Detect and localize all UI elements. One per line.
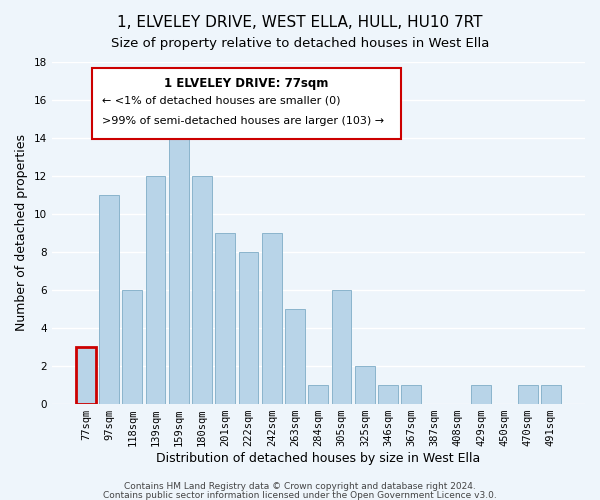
Bar (99, 194, 119, 404)
Bar (262, 233, 282, 404)
Bar (471, 385, 491, 404)
Text: Contains public sector information licensed under the Open Government Licence v3: Contains public sector information licen… (103, 490, 497, 500)
Y-axis label: Number of detached properties: Number of detached properties (15, 134, 28, 332)
Bar (192, 176, 212, 404)
Bar (541, 385, 561, 404)
Text: Size of property relative to detached houses in West Ella: Size of property relative to detached ho… (111, 38, 489, 51)
Bar (285, 309, 305, 404)
Bar (146, 176, 166, 404)
Bar (169, 118, 188, 404)
Text: Contains HM Land Registry data © Crown copyright and database right 2024.: Contains HM Land Registry data © Crown c… (124, 482, 476, 491)
Bar (355, 366, 375, 404)
Bar (308, 385, 328, 404)
Bar (122, 290, 142, 404)
Text: ← <1% of detached houses are smaller (0): ← <1% of detached houses are smaller (0) (103, 96, 341, 106)
Text: >99% of semi-detached houses are larger (103) →: >99% of semi-detached houses are larger … (103, 116, 385, 126)
Bar (332, 290, 352, 404)
Text: 1, ELVELEY DRIVE, WEST ELLA, HULL, HU10 7RT: 1, ELVELEY DRIVE, WEST ELLA, HULL, HU10 … (117, 15, 483, 30)
Bar (239, 252, 259, 404)
Bar (401, 385, 421, 404)
Text: 1 ELVELEY DRIVE: 77sqm: 1 ELVELEY DRIVE: 77sqm (164, 77, 329, 90)
Bar (215, 233, 235, 404)
FancyBboxPatch shape (92, 68, 401, 138)
Bar (518, 385, 538, 404)
Bar (76, 347, 95, 404)
X-axis label: Distribution of detached houses by size in West Ella: Distribution of detached houses by size … (156, 452, 481, 465)
Bar (378, 385, 398, 404)
